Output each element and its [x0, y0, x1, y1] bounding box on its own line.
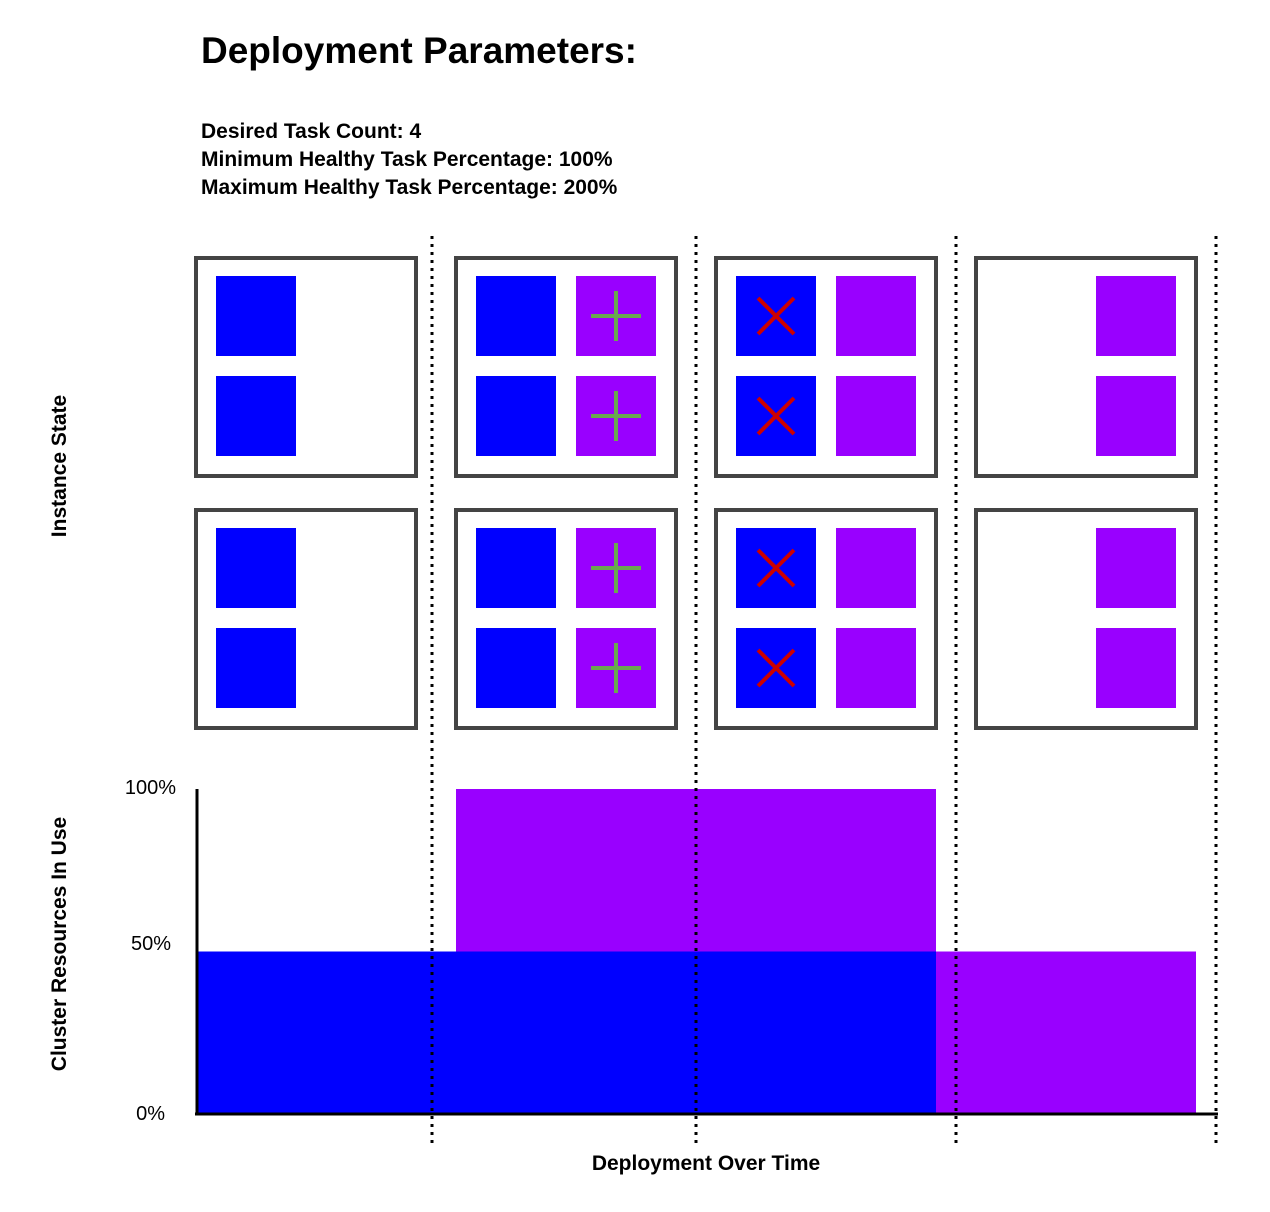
- new-task-stage4-1-2: [1096, 276, 1176, 356]
- old-task-stage2-2-1: [476, 528, 556, 608]
- deployment-parameters: Desired Task Count: 4 Minimum Healthy Ta…: [201, 118, 617, 202]
- resource-new-stage3: [716, 789, 936, 952]
- y-tick-50: 50%: [130, 933, 171, 955]
- x-axis-label: Deployment Over Time: [591, 1152, 821, 1175]
- new-task-stage4-2-2: [1096, 528, 1176, 608]
- old-task-stage2-1-1: [476, 276, 556, 356]
- param-max-healthy: Maximum Healthy Task Percentage: 200%: [201, 176, 618, 199]
- page-title: Deployment Parameters:: [201, 30, 637, 71]
- y-tick-100: 100%: [124, 777, 176, 799]
- param-desired-count: Desired Task Count: 4: [201, 120, 422, 143]
- cross-icon: [756, 548, 796, 588]
- old-task-stage2-2-3: [476, 628, 556, 708]
- resource-old-stage3: [716, 951, 936, 1114]
- param-min-healthy: Minimum Healthy Task Percentage: 100%: [201, 148, 613, 171]
- new-task-stage3-1-4: [836, 376, 916, 456]
- resource-new-stage2: [456, 789, 716, 952]
- new-task-stage3-2-2: [836, 528, 916, 608]
- new-task-stage3-2-4: [836, 628, 916, 708]
- old-task-stage1-2-3: [216, 628, 296, 708]
- old-task-stage1-1-3: [216, 376, 296, 456]
- cross-icon: [756, 648, 796, 688]
- new-task-stage4-2-4: [1096, 628, 1176, 708]
- y-tick-0: 0%: [136, 1103, 165, 1125]
- cross-icon: [756, 396, 796, 436]
- new-task-stage3-1-2: [836, 276, 916, 356]
- old-task-stage1-2-1: [216, 528, 296, 608]
- old-task-stage2-1-3: [476, 376, 556, 456]
- cross-icon: [756, 296, 796, 336]
- old-task-stage1-1-1: [216, 276, 296, 356]
- resource-old-stage1: [198, 951, 456, 1114]
- resource-new-stage4: [936, 951, 1196, 1114]
- new-task-stage4-1-4: [1096, 376, 1176, 456]
- resource-old-stage2: [456, 951, 716, 1114]
